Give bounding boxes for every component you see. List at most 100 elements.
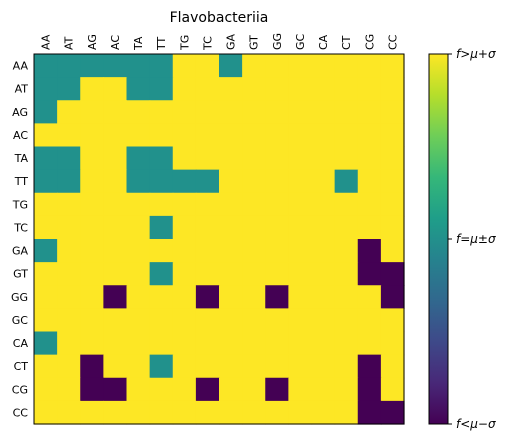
heatmap-cell-GC-AT	[57, 308, 81, 333]
heatmap-cell-CG-GT	[242, 377, 266, 402]
heatmap-cell-GG-TG	[172, 285, 197, 309]
heatmap-cell-TC-AC	[103, 215, 128, 240]
heatmap-cell-TA-GT	[242, 146, 266, 171]
colorbar: f>μ+σ f=μ±σ f<μ−σ	[428, 47, 496, 431]
heatmap-cell-TT-GA	[219, 169, 243, 194]
heatmap-cell-TA-CG	[357, 146, 382, 171]
heatmap-cell-TG-GC	[288, 192, 313, 217]
heatmap-cell-CG-CG	[357, 377, 382, 402]
heatmap-cell-AG-CA	[311, 100, 336, 124]
heatmap-cell-CC-TA	[126, 400, 151, 425]
heatmap-cell-TC-CT	[334, 215, 359, 240]
heatmap-cell-CC-AG	[80, 400, 104, 425]
heatmap-cell-TA-CA	[311, 146, 336, 171]
heatmap-cell-TG-GA	[219, 192, 243, 217]
heatmap-cell-GA-AA	[34, 239, 58, 263]
heatmap-cell-CT-AC	[103, 354, 128, 379]
heatmap-cell-AG-GA	[219, 100, 243, 124]
heatmap-cell-TG-CG	[357, 192, 382, 217]
heatmap-cell-CA-TG	[172, 331, 197, 356]
heatmap-cell-AG-CC	[380, 100, 405, 124]
x-tick-label: AC	[109, 35, 122, 50]
heatmap-cell-GC-CG	[357, 308, 382, 333]
colorbar-tick-label: f<μ−σ	[456, 417, 496, 431]
heatmap-cell-CT-CT	[334, 354, 359, 379]
y-tick-label: TT	[14, 175, 29, 188]
heatmap-cell-GG-GC	[288, 285, 313, 309]
heatmap-cell-CC-AT	[57, 400, 81, 425]
heatmap-cell-TG-AT	[57, 192, 81, 217]
heatmap-cell-GT-TG	[172, 262, 197, 286]
heatmap-cell-AC-GC	[288, 123, 313, 148]
heatmap-cell-AT-CA	[311, 77, 336, 101]
heatmap-cell-AA-GA	[219, 54, 243, 78]
heatmap-cell-GT-GT	[242, 262, 266, 286]
heatmap-cell-GC-GT	[242, 308, 266, 333]
y-tick-label: GA	[12, 245, 29, 258]
heatmap-cell-AT-GC	[288, 77, 313, 101]
heatmap-cell-TC-AG	[80, 215, 104, 240]
heatmap-cell-GA-CG	[357, 239, 382, 263]
heatmap-cell-GA-GG	[265, 239, 289, 263]
heatmap-cell-AG-AG	[80, 100, 104, 124]
heatmap-cell-AA-AT	[57, 54, 81, 78]
heatmap-cell-TT-CG	[357, 169, 382, 194]
heatmap-cell-TA-TA	[126, 146, 151, 171]
heatmap-cell-CA-GG	[265, 331, 289, 356]
heatmap-cell-TA-AT	[57, 146, 81, 171]
plot-frame	[33, 53, 405, 425]
heatmap-cell-TG-GG	[265, 192, 289, 217]
heatmap-cell-CT-TA	[126, 354, 151, 379]
x-tick-label: TG	[178, 35, 191, 51]
heatmap-cell-AT-TC	[195, 77, 220, 101]
heatmap-cell-TG-AC	[103, 192, 128, 217]
y-tick-label: GC	[12, 314, 29, 327]
heatmap-cell-GT-GC	[288, 262, 313, 286]
heatmap-cell-CA-GC	[288, 331, 313, 356]
heatmap-cell-TA-TC	[195, 146, 220, 171]
heatmap-cell-AT-CC	[380, 77, 405, 101]
heatmap-cell-TG-GT	[242, 192, 266, 217]
heatmap-cell-TT-CA	[311, 169, 336, 194]
heatmap-cell-TT-TG	[172, 169, 197, 194]
heatmap-cell-GA-TC	[195, 239, 220, 263]
y-tick-label: AA	[13, 60, 29, 73]
heatmap-cell-AA-CC	[380, 54, 405, 78]
heatmap-cell-GT-GA	[219, 262, 243, 286]
heatmap-cell-AT-GA	[219, 77, 243, 101]
heatmap-cell-CA-CC	[380, 331, 405, 356]
heatmap-cell-GA-AG	[80, 239, 104, 263]
heatmap-cell-CT-AA	[34, 354, 58, 379]
heatmap-cell-TT-CC	[380, 169, 405, 194]
heatmap-cell-TG-TC	[195, 192, 220, 217]
heatmap-cell-AG-AT	[57, 100, 81, 124]
heatmap-cell-AG-AA	[34, 100, 58, 124]
y-tick-label: GT	[13, 268, 28, 281]
heatmap-cell-AT-AT	[57, 77, 81, 101]
heatmap-cell-GC-TC	[195, 308, 220, 333]
heatmap-cell-AT-GG	[265, 77, 289, 101]
heatmap-cell-AT-GT	[242, 77, 266, 101]
heatmap-cell-CA-GA	[219, 331, 243, 356]
heatmap-cell-GG-AG	[80, 285, 104, 309]
heatmap-cell-CG-GC	[288, 377, 313, 402]
heatmap-cell-CG-AT	[57, 377, 81, 402]
heatmap-cell-CC-GC	[288, 400, 313, 425]
heatmap-cell-TT-GT	[242, 169, 266, 194]
heatmap-cell-TA-CT	[334, 146, 359, 171]
heatmap-cell-GG-GT	[242, 285, 266, 309]
heatmap-cell-TC-AA	[34, 215, 58, 240]
heatmap-cell-AA-GG	[265, 54, 289, 78]
heatmap-cell-TG-TA	[126, 192, 151, 217]
heatmap-cell-AG-TC	[195, 100, 220, 124]
heatmap-cell-CA-AG	[80, 331, 104, 356]
heatmap-cell-GT-TT	[149, 262, 174, 286]
x-tick-label: GT	[248, 35, 261, 50]
heatmap-cell-TA-CC	[380, 146, 405, 171]
heatmap-cell-AA-CA	[311, 54, 336, 78]
heatmap-cell-GG-TA	[126, 285, 151, 309]
heatmap-cell-CG-AC	[103, 377, 128, 402]
heatmap-cell-TT-TC	[195, 169, 220, 194]
heatmap-cell-TT-AG	[80, 169, 104, 194]
heatmap-cell-CG-AG	[80, 377, 104, 402]
